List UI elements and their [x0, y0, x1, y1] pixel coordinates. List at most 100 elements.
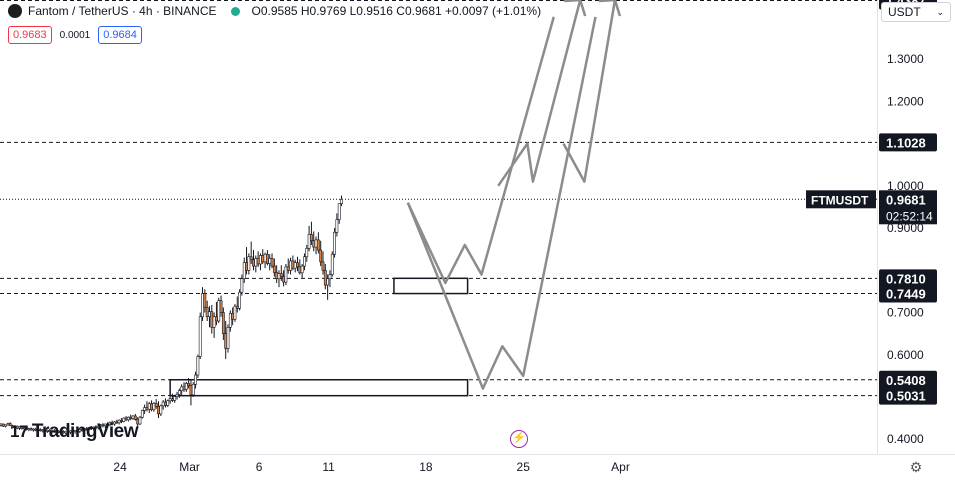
spread-value: 0.0001: [59, 29, 91, 41]
candle-body: [189, 385, 193, 396]
fantom-logo-icon: [8, 4, 22, 18]
candle: [337, 203, 341, 224]
candle-body: [337, 203, 341, 220]
candle-body: [293, 262, 297, 269]
candle: [175, 391, 179, 400]
projection-arrow-1[interactable]: [562, 0, 617, 183]
projection-path-1[interactable]: [406, 16, 597, 390]
logo-text: TradingView: [31, 421, 139, 442]
zone-rectangle-1[interactable]: [169, 379, 469, 397]
candle-body: [323, 269, 327, 286]
candle: [268, 254, 272, 271]
candle: [235, 296, 239, 313]
candle: [166, 399, 170, 408]
candle-body: [124, 417, 128, 421]
level-label-text: 1.1028: [886, 135, 926, 150]
gear-icon[interactable]: ⚙: [909, 459, 923, 475]
candle: [205, 300, 209, 321]
y-tick-label-5: 0.6000: [887, 348, 924, 362]
buy-price-button[interactable]: 0.9684: [98, 26, 142, 44]
candle-body: [335, 219, 339, 233]
level-label-bg: [879, 269, 937, 288]
candle-body: [238, 291, 241, 309]
candle-body: [133, 415, 137, 420]
y-tick-label-0: 1.3000: [887, 52, 924, 66]
candle: [335, 213, 339, 237]
projection-arrow-0[interactable]: [497, 0, 582, 187]
candle-body: [221, 312, 225, 334]
candle-body: [275, 272, 279, 280]
candle-body: [300, 265, 304, 274]
candle: [224, 320, 228, 359]
candle-body: [307, 234, 311, 249]
candle: [129, 414, 133, 421]
candle: [319, 240, 323, 267]
candle-body: [175, 394, 179, 397]
candle: [177, 388, 181, 398]
level-label-2: 0.7810: [879, 269, 937, 288]
candle-body: [277, 273, 281, 280]
candle-body: [168, 398, 172, 402]
candle: [189, 380, 193, 406]
candle-body: [194, 374, 197, 385]
chevron-down-icon: ⌄: [936, 6, 944, 17]
candle-body: [1, 423, 5, 427]
candle: [196, 354, 200, 378]
symbol-title[interactable]: Fantom / TetherUS · 4h · BINANCE: [28, 4, 217, 18]
candle: [226, 324, 230, 353]
zone-rectangle-0[interactable]: [393, 277, 469, 295]
candle-body: [298, 266, 302, 274]
candle-body: [6, 423, 10, 426]
candle: [198, 312, 202, 359]
candle-body: [150, 403, 153, 410]
candle-body: [316, 239, 320, 251]
tradingview-mark-icon: 17: [10, 422, 28, 441]
candle: [282, 270, 286, 287]
last-price-value: 0.9681: [886, 192, 926, 207]
candle: [333, 228, 336, 258]
candle-body: [8, 423, 12, 427]
candle-body: [286, 266, 290, 271]
candle-body: [182, 386, 186, 390]
candle-body: [263, 253, 267, 263]
level-label-bg: [879, 284, 937, 303]
candle: [293, 259, 297, 273]
candle-body: [184, 383, 188, 390]
candle: [152, 402, 156, 412]
sell-price-button[interactable]: 0.9683: [8, 26, 52, 44]
candle: [231, 307, 235, 326]
candle-body: [96, 425, 100, 429]
candle-body: [245, 262, 248, 271]
candle: [219, 295, 223, 317]
candle-body: [249, 256, 253, 261]
candle: [150, 400, 153, 412]
candle-body: [305, 248, 309, 258]
projection-path-0[interactable]: [406, 16, 555, 285]
quote-panel: 0.9683 0.0001 0.9684: [8, 26, 142, 44]
candle-body: [215, 316, 218, 322]
candle: [168, 396, 172, 404]
candle: [164, 398, 167, 408]
candle: [340, 195, 343, 207]
currency-label: USDT: [888, 5, 921, 19]
candle-body: [333, 231, 336, 255]
candle: [286, 258, 290, 274]
bar-countdown: 02:52:14: [886, 209, 933, 223]
candle: [173, 394, 177, 403]
candle: [261, 249, 265, 264]
candle: [316, 232, 320, 254]
candle: [259, 253, 262, 271]
candle: [256, 251, 260, 267]
currency-select[interactable]: USDT ⌄: [881, 2, 951, 22]
lightning-icon[interactable]: ⚡: [510, 430, 528, 448]
candle: [161, 399, 165, 410]
candle: [310, 221, 313, 245]
market-open-dot-icon: [230, 6, 240, 16]
candle-body: [265, 253, 269, 264]
candle-body: [140, 410, 144, 418]
candle: [291, 255, 295, 271]
candle-body: [291, 260, 295, 269]
candle: [8, 422, 12, 427]
candle: [208, 306, 211, 328]
